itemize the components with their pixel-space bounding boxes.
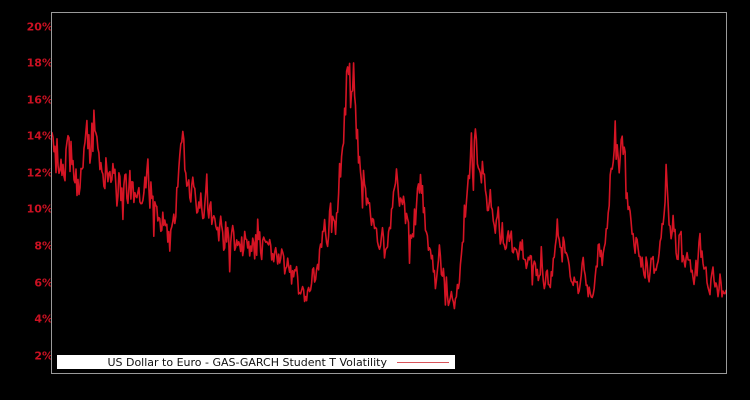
plot-area — [51, 12, 727, 374]
y-tick-label: 8% — [34, 239, 53, 253]
volatility-series — [52, 62, 726, 310]
chart-legend: US Dollar to Euro - GAS-GARCH Student T … — [57, 355, 455, 369]
y-tick-label: 18% — [26, 56, 53, 70]
legend-label: US Dollar to Euro - GAS-GARCH Student T … — [107, 355, 387, 369]
y-tick-label: 14% — [26, 129, 53, 143]
y-tick-label: 2% — [34, 349, 53, 363]
y-tick-label: 10% — [26, 202, 53, 216]
y-tick-label: 16% — [26, 93, 53, 107]
y-tick-label: 20% — [26, 20, 53, 34]
y-tick-label: 12% — [26, 166, 53, 180]
y-tick-label: 4% — [34, 312, 53, 326]
y-tick-label: 6% — [34, 276, 53, 290]
line-swatch-icon — [397, 361, 449, 363]
series-line — [52, 62, 726, 310]
